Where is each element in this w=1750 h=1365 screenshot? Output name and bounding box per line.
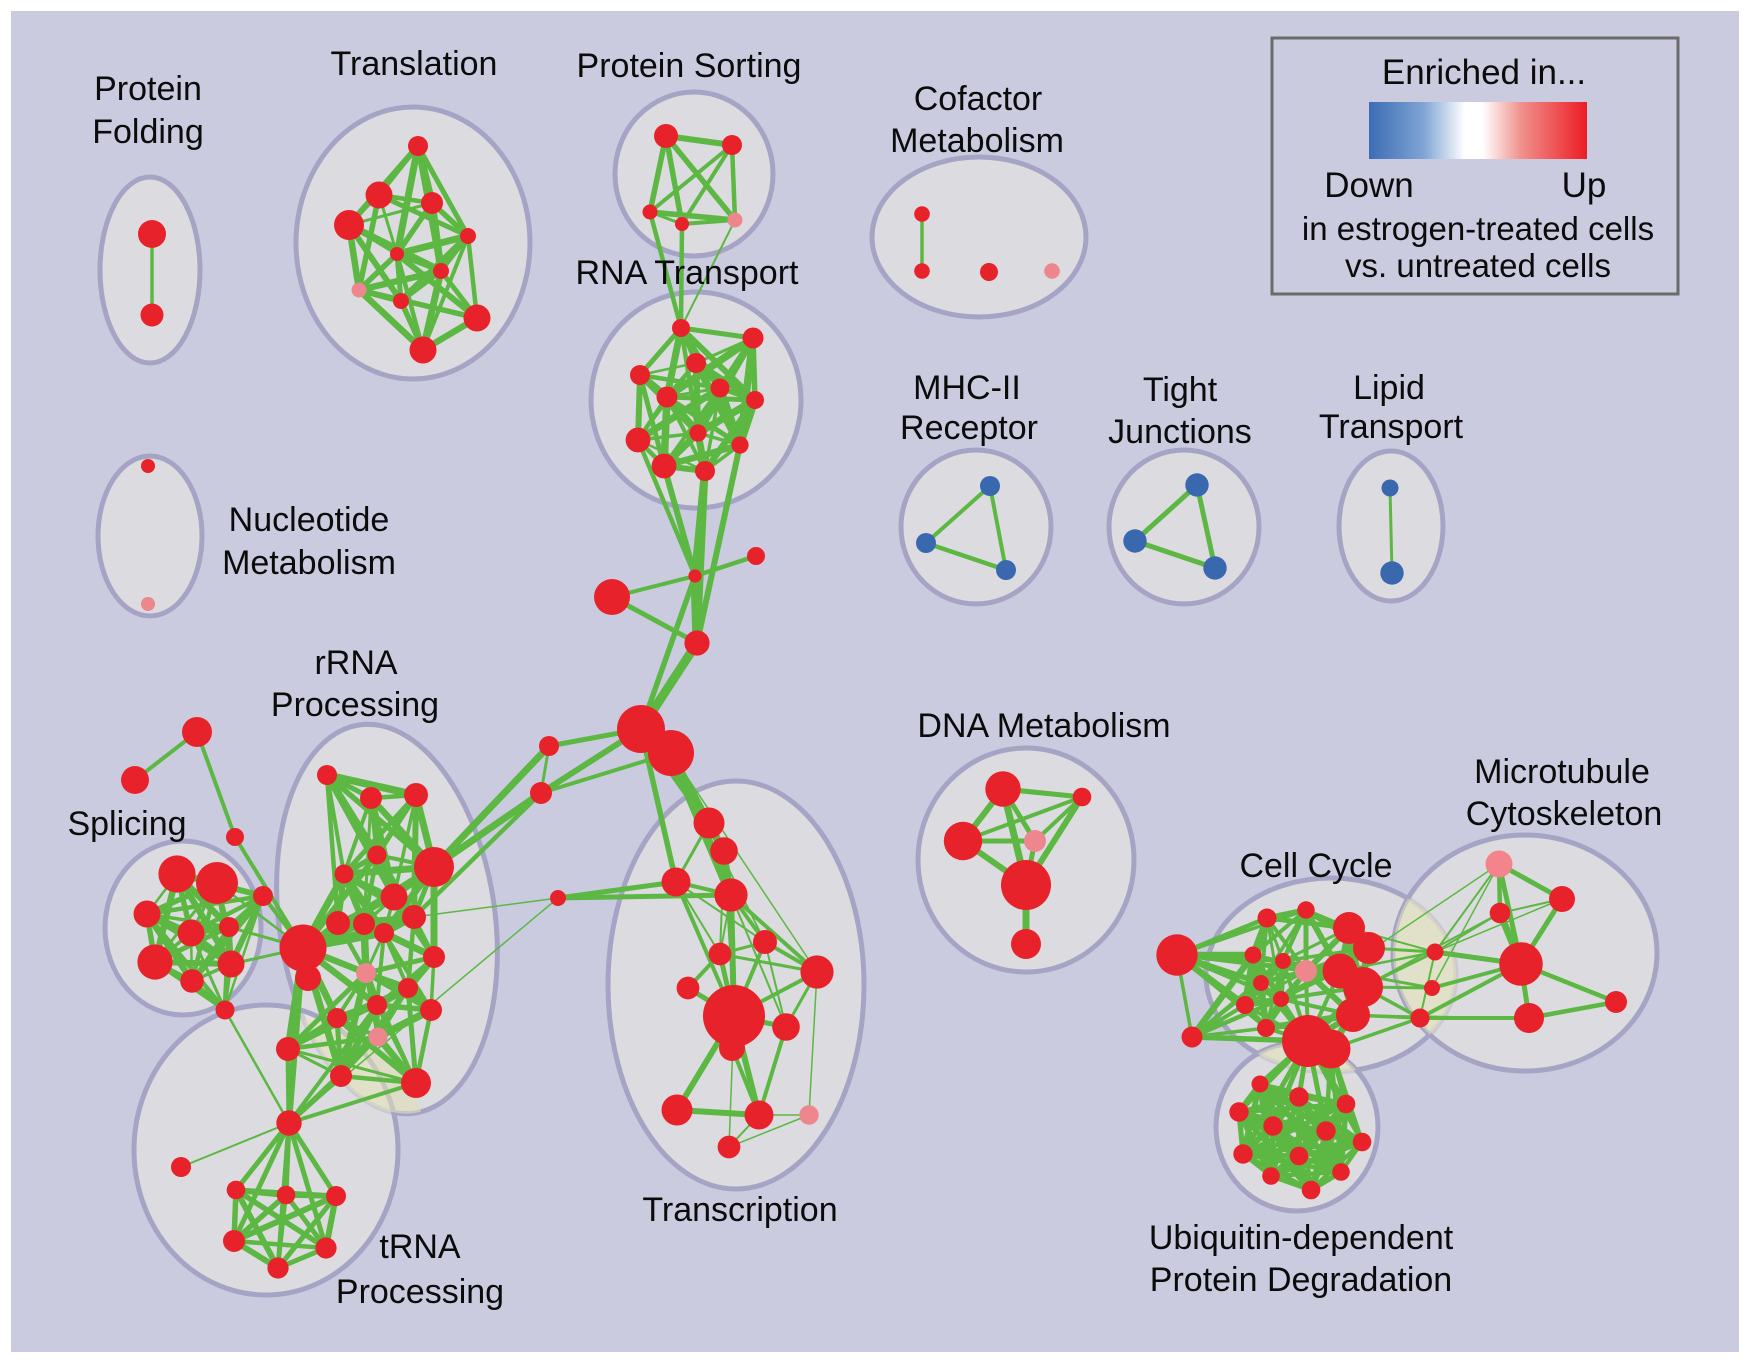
svg-text:Translation: Translation — [331, 45, 498, 83]
svg-text:DNA Metabolism: DNA Metabolism — [917, 707, 1170, 745]
svg-text:Enriched in...: Enriched in... — [1382, 53, 1586, 92]
svg-text:Cytoskeleton: Cytoskeleton — [1466, 795, 1663, 833]
svg-text:Up: Up — [1562, 166, 1607, 205]
svg-text:tRNA: tRNA — [379, 1228, 461, 1266]
svg-text:in estrogen-treated cells: in estrogen-treated cells — [1302, 210, 1654, 247]
svg-text:Protein Sorting: Protein Sorting — [577, 47, 802, 85]
svg-text:Cofactor: Cofactor — [914, 80, 1043, 118]
svg-text:RNA Transport: RNA Transport — [576, 254, 800, 292]
svg-text:Processing: Processing — [271, 686, 439, 724]
svg-text:Lipid: Lipid — [1353, 369, 1425, 407]
svg-text:Folding: Folding — [92, 113, 204, 151]
svg-text:Transport: Transport — [1319, 408, 1464, 446]
svg-text:Receptor: Receptor — [900, 409, 1038, 447]
svg-text:Ubiquitin-dependent: Ubiquitin-dependent — [1149, 1219, 1454, 1257]
svg-text:vs. untreated cells: vs. untreated cells — [1345, 247, 1611, 284]
svg-text:MHC-II: MHC-II — [913, 369, 1021, 407]
svg-text:Nucleotide: Nucleotide — [229, 501, 390, 539]
svg-text:Splicing: Splicing — [67, 805, 186, 843]
svg-text:rRNA: rRNA — [314, 644, 397, 682]
svg-text:Metabolism: Metabolism — [890, 122, 1064, 160]
svg-text:Protein Degradation: Protein Degradation — [1150, 1261, 1452, 1299]
svg-text:Transcription: Transcription — [642, 1191, 837, 1229]
svg-text:Down: Down — [1324, 166, 1413, 205]
svg-text:Microtubule: Microtubule — [1474, 753, 1650, 791]
svg-text:Junctions: Junctions — [1108, 413, 1252, 451]
svg-text:Tight: Tight — [1143, 371, 1218, 409]
svg-text:Protein: Protein — [94, 70, 202, 108]
svg-text:Metabolism: Metabolism — [222, 544, 396, 582]
svg-text:Cell Cycle: Cell Cycle — [1239, 847, 1392, 885]
svg-text:Processing: Processing — [336, 1273, 504, 1311]
